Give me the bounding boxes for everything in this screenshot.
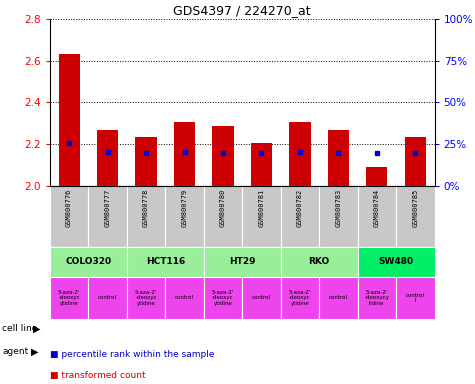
Bar bbox=[58, 53, 80, 185]
Text: GSM800780: GSM800780 bbox=[220, 189, 226, 227]
Bar bbox=[127, 277, 165, 319]
Bar bbox=[204, 277, 242, 319]
Title: GDS4397 / 224270_at: GDS4397 / 224270_at bbox=[173, 3, 311, 17]
Bar bbox=[281, 277, 319, 319]
Text: ▶: ▶ bbox=[33, 323, 40, 333]
Bar bbox=[328, 131, 349, 185]
Bar bbox=[165, 185, 204, 247]
Text: agent: agent bbox=[2, 347, 28, 356]
Text: 5-aza-2'
-deoxyc
ytidine: 5-aza-2' -deoxyc ytidine bbox=[289, 290, 311, 306]
Text: ▶: ▶ bbox=[30, 346, 38, 356]
Bar bbox=[319, 277, 358, 319]
Bar bbox=[135, 137, 157, 185]
Text: GSM800782: GSM800782 bbox=[297, 189, 303, 227]
Bar bbox=[50, 185, 88, 247]
Bar bbox=[50, 277, 88, 319]
Bar bbox=[319, 185, 358, 247]
Text: control: control bbox=[98, 295, 117, 300]
Bar bbox=[366, 167, 388, 185]
Text: COLO320: COLO320 bbox=[65, 257, 112, 266]
Text: control: control bbox=[252, 295, 271, 300]
Bar bbox=[165, 277, 204, 319]
Bar bbox=[204, 247, 281, 277]
Bar bbox=[281, 247, 358, 277]
Bar bbox=[174, 122, 195, 185]
Text: 5-aza-2'
-deoxyc
ytidine: 5-aza-2' -deoxyc ytidine bbox=[58, 290, 80, 306]
Bar bbox=[358, 185, 396, 247]
Text: HCT116: HCT116 bbox=[146, 257, 185, 266]
Text: cell line: cell line bbox=[2, 324, 38, 333]
Bar bbox=[281, 185, 319, 247]
Text: GSM800781: GSM800781 bbox=[258, 189, 265, 227]
Text: GSM800776: GSM800776 bbox=[66, 189, 72, 227]
Bar bbox=[50, 247, 127, 277]
Bar bbox=[251, 143, 272, 185]
Text: SW480: SW480 bbox=[379, 257, 414, 266]
Text: GSM800777: GSM800777 bbox=[104, 189, 111, 227]
Bar bbox=[396, 277, 435, 319]
Text: control: control bbox=[329, 295, 348, 300]
Text: GSM800784: GSM800784 bbox=[374, 189, 380, 227]
Bar bbox=[396, 185, 435, 247]
Bar bbox=[88, 185, 127, 247]
Bar bbox=[97, 131, 118, 185]
Text: control
l: control l bbox=[406, 293, 425, 303]
Text: GSM800779: GSM800779 bbox=[181, 189, 188, 227]
Text: 5-aza-2'
-deoxyc
ytidine: 5-aza-2' -deoxyc ytidine bbox=[212, 290, 234, 306]
Text: GSM800778: GSM800778 bbox=[143, 189, 149, 227]
Text: ■ percentile rank within the sample: ■ percentile rank within the sample bbox=[50, 350, 214, 359]
Text: control: control bbox=[175, 295, 194, 300]
Bar bbox=[289, 122, 311, 185]
Bar bbox=[204, 185, 242, 247]
Bar bbox=[127, 247, 204, 277]
Bar bbox=[127, 185, 165, 247]
Bar bbox=[405, 137, 426, 185]
Bar bbox=[358, 247, 435, 277]
Bar bbox=[88, 277, 127, 319]
Text: ■ transformed count: ■ transformed count bbox=[50, 371, 145, 380]
Text: GSM800785: GSM800785 bbox=[412, 189, 418, 227]
Text: HT29: HT29 bbox=[229, 257, 256, 266]
Text: 5-aza-2'
-deoxycy
tidine: 5-aza-2' -deoxycy tidine bbox=[364, 290, 389, 306]
Text: GSM800783: GSM800783 bbox=[335, 189, 342, 227]
Bar bbox=[242, 277, 281, 319]
Bar bbox=[358, 277, 396, 319]
Text: 5-aza-2'
-deoxyc
ytidine: 5-aza-2' -deoxyc ytidine bbox=[135, 290, 157, 306]
Bar bbox=[242, 185, 281, 247]
Bar bbox=[212, 126, 234, 185]
Text: RKO: RKO bbox=[309, 257, 330, 266]
